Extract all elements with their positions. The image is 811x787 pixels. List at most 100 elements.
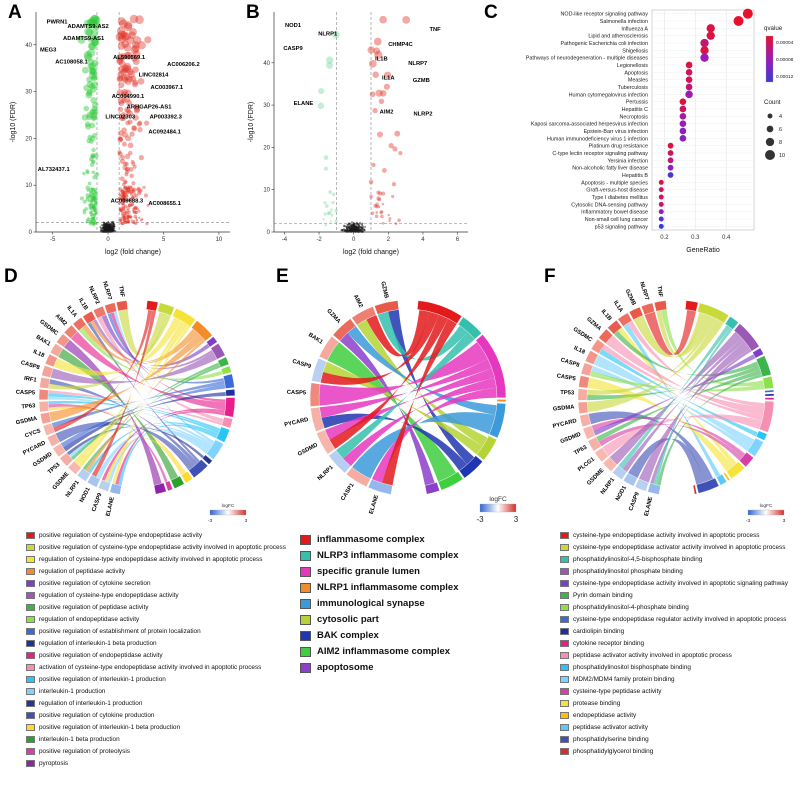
legend-label: cysteine-type endopeptidase activity inv… <box>573 532 760 539</box>
svg-text:Necroptosis: Necroptosis <box>620 114 649 120</box>
svg-text:0: 0 <box>352 237 356 243</box>
svg-text:CASP5: CASP5 <box>287 390 307 397</box>
svg-text:Count: Count <box>764 99 781 106</box>
panel-f: F TNF NLRP7 GZMB IL1A IL1B GZMA GSDMC IL18 CASP8… <box>542 266 808 786</box>
legend-label: apoptosome <box>317 662 374 673</box>
legend-label: cytokine receptor binding <box>573 640 645 647</box>
legend-item: positive regulation of endopeptidase act… <box>26 652 270 659</box>
legend-item: positive regulation of cytokine producti… <box>26 712 270 719</box>
legend-item: AIM2 inflammasome complex <box>300 646 540 657</box>
legend-swatch <box>560 580 569 587</box>
legend-label: regulation of interleukin-1 production <box>39 700 143 707</box>
legend-label: regulation of cysteine-type endopeptidas… <box>39 592 179 599</box>
svg-text:4: 4 <box>421 237 425 243</box>
legend-label: BAK complex <box>317 630 379 641</box>
legend-item: phosphatidylserine binding <box>560 736 808 743</box>
legend-label: positive regulation of peptidase activit… <box>39 604 149 611</box>
svg-text:BAK1: BAK1 <box>307 332 324 346</box>
svg-text:IL1B: IL1B <box>375 57 388 63</box>
svg-text:30: 30 <box>25 90 32 96</box>
svg-text:Salmonella infection: Salmonella infection <box>600 19 648 25</box>
svg-text:40: 40 <box>263 61 270 67</box>
legend-item: regulation of peptidase activity <box>26 568 270 575</box>
svg-text:ELANE: ELANE <box>644 496 654 517</box>
legend-item: pyroptosis <box>26 760 270 767</box>
svg-text:10: 10 <box>263 188 270 194</box>
svg-text:ARHGAP26-AS1: ARHGAP26-AS1 <box>127 104 173 110</box>
svg-text:6: 6 <box>456 237 460 243</box>
svg-text:GZMA: GZMA <box>585 316 602 332</box>
legend-label: phosphatidylinositol bisphosphate bindin… <box>573 664 691 671</box>
svg-text:AIM2: AIM2 <box>54 313 68 327</box>
svg-text:3: 3 <box>245 518 248 524</box>
legend-swatch <box>560 664 569 671</box>
panel-label-e: E <box>276 266 289 287</box>
legend-swatch <box>26 712 35 719</box>
svg-text:C-type lectin receptor signali: C-type lectin receptor signaling pathway <box>552 151 648 157</box>
svg-text:PYCARD: PYCARD <box>22 440 47 456</box>
svg-text:Pathogenic Escherichia coli in: Pathogenic Escherichia coli infection <box>561 41 649 47</box>
svg-text:PYCARD: PYCARD <box>552 418 577 430</box>
panel-label-d: D <box>4 266 18 287</box>
legend-item: cysteine-type endopeptidase regulator ac… <box>560 616 808 623</box>
panel-label-a: A <box>8 2 22 23</box>
svg-text:CASP9: CASP9 <box>283 46 303 52</box>
volcano-plot-degs: -5 0 5 10 0 10 20 30 40 log2 (fold change) -log10 … <box>10 12 230 256</box>
legend-item: NLRP3 inflammasome complex <box>300 550 540 561</box>
svg-text:Pertussis: Pertussis <box>626 100 648 106</box>
svg-text:Apoptosis - multiple species: Apoptosis - multiple species <box>581 180 648 186</box>
svg-text:NLRP2: NLRP2 <box>87 285 100 305</box>
svg-text:ELANE: ELANE <box>106 496 116 517</box>
svg-text:-5: -5 <box>50 237 56 243</box>
svg-text:CHMP4C: CHMP4C <box>388 42 413 48</box>
svg-text:-2: -2 <box>316 237 322 243</box>
svg-text:AC006206.2: AC006206.2 <box>167 62 200 68</box>
svg-text:-3: -3 <box>746 518 751 524</box>
svg-text:Influenza A: Influenza A <box>621 26 648 32</box>
legend-label: inflammasome complex <box>317 534 425 545</box>
svg-text:CASP8: CASP8 <box>560 357 581 369</box>
legend-item: immunological synapse <box>300 598 540 609</box>
legend-label: regulation of peptidase activity <box>39 568 125 575</box>
svg-text:CASP8: CASP8 <box>20 360 41 371</box>
legend-item: cytosolic part <box>300 614 540 625</box>
legend-label: cysteine-type endopeptidase activity inv… <box>573 580 788 587</box>
svg-text:GZMB: GZMB <box>379 281 389 299</box>
legend-item: positive regulation of interleukin-1 bet… <box>26 724 270 731</box>
svg-text:ADAMTS9-AS1: ADAMTS9-AS1 <box>63 36 105 42</box>
legend-swatch <box>26 688 35 695</box>
svg-text:Epstein-Barr virus infection: Epstein-Barr virus infection <box>584 129 648 135</box>
svg-text:logFC: logFC <box>222 503 235 509</box>
svg-text:Human cytomegalovirus infectio: Human cytomegalovirus infection <box>569 92 648 98</box>
legend-swatch <box>26 748 35 755</box>
svg-text:Non-small cell lung cancer: Non-small cell lung cancer <box>585 217 648 223</box>
legend-swatch <box>300 630 311 641</box>
legend-item: phosphatidylinositol bisphosphate bindin… <box>560 664 808 671</box>
svg-text:Legionellosis: Legionellosis <box>617 63 648 69</box>
legend-label: cysteine-type endopeptidase activator ac… <box>573 544 786 551</box>
legend-item: cardiolipin binding <box>560 628 808 635</box>
svg-text:0: 0 <box>29 230 33 236</box>
legend-swatch <box>560 568 569 575</box>
legend-label: endopeptidase activity <box>573 712 637 719</box>
svg-text:0.00004: 0.00004 <box>776 40 794 46</box>
svg-text:IL1B: IL1B <box>77 297 89 311</box>
legend-item: cysteine-type endopeptidase activity inv… <box>560 580 808 587</box>
svg-text:Kaposi sarcoma-associated herp: Kaposi sarcoma-associated herpesvirus in… <box>531 122 648 128</box>
svg-text:-log10 (FDR): -log10 (FDR) <box>10 102 17 142</box>
legend-label: cysteine-type peptidase activity <box>573 688 662 695</box>
legend-swatch <box>560 592 569 599</box>
legend-item: positive regulation of proteolysis <box>26 748 270 755</box>
legend-swatch <box>300 614 311 625</box>
svg-text:AC092484.1: AC092484.1 <box>148 130 181 136</box>
legend-label: interleukin-1 production <box>39 688 106 695</box>
legend-item: positive regulation of cytokine secretio… <box>26 580 270 587</box>
legend-label: phosphatidylglycerol binding <box>573 748 654 755</box>
svg-text:log2 (fold change): log2 (fold change) <box>105 249 161 256</box>
legend-label: phosphatidylinositol-4,5-bisphosphate bi… <box>573 556 703 563</box>
svg-text:20: 20 <box>263 145 270 151</box>
panel-b: B -4 -2 0 2 4 6 0 10 20 30 40 log2 (fold change) -lo… <box>244 2 476 260</box>
legend-swatch <box>560 532 569 539</box>
svg-text:NLRP7: NLRP7 <box>101 281 112 301</box>
